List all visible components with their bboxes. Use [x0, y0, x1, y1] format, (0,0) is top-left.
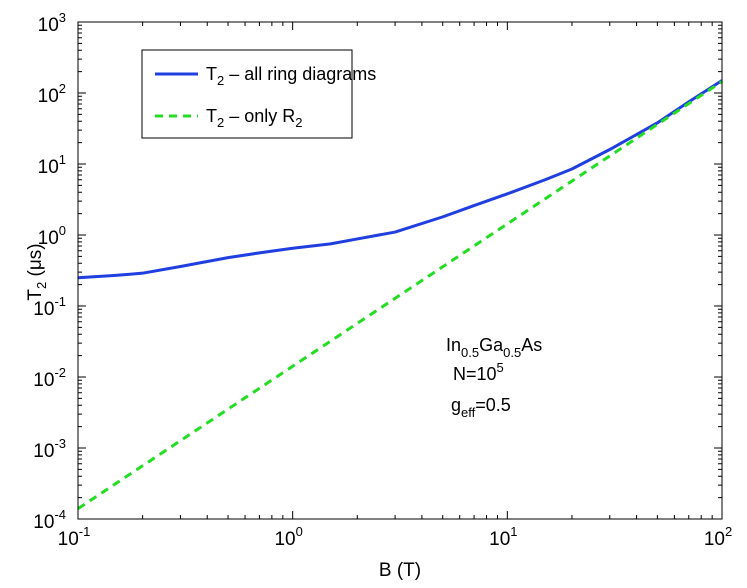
legend-label-all-ring-main: T [206, 64, 217, 84]
legend-label-all-ring: T2 – all ring diagrams [206, 64, 376, 88]
legend: T2 – all ring diagrams T2 – only R2 [141, 49, 376, 139]
y-tick-label: 10-4 [33, 507, 66, 533]
y-tick-label: 10-3 [33, 436, 66, 462]
annotation-material-part: In [446, 335, 461, 355]
annotation-g-factor-part: =0.5 [475, 395, 511, 415]
annotation-g-factor-part: eff [461, 405, 476, 420]
annotation-g-factor-part: g [451, 395, 461, 415]
x-tick-label-exp: 1 [510, 524, 517, 539]
x-tick-label: 10-1 [58, 524, 91, 550]
y-tick-label-exp: -1 [54, 294, 66, 309]
y-tick-label-exp: 1 [59, 152, 66, 167]
y-tick-label: 10-1 [33, 294, 66, 320]
legend-label-only-r2-main: T [206, 106, 217, 126]
y-tick-label-exp: 2 [59, 81, 66, 96]
y-axis-label: T2 (μs) [25, 243, 49, 300]
legend-label-only-r2: T2 – only R2 [206, 106, 303, 130]
x-tick-label-exp: -1 [79, 524, 91, 539]
series-line-only-r2 [77, 80, 723, 510]
x-tick-label-base: 10 [489, 529, 510, 550]
tick-marks [77, 21, 723, 520]
annotation-material-part: As [521, 335, 542, 355]
y-tick-label-exp: -4 [54, 507, 66, 522]
annotation-nuclei-count: N=105 [453, 360, 504, 384]
x-tick-label-base: 10 [274, 529, 295, 550]
tick-labels: 10-1 100 101 10210-410-310-210-110010110210… [33, 10, 732, 550]
series-layer [77, 79, 723, 510]
y-tick-label-base: 10 [33, 512, 54, 533]
x-axis-label: B (T) [379, 560, 421, 581]
y-axis-label-main: T [25, 289, 46, 301]
legend-label-only-r2-rest: – only R [224, 106, 295, 126]
x-tick-label-exp: 2 [725, 524, 732, 539]
annotation-material-part: Ga [479, 335, 504, 355]
y-axis-label-rest: (μs) [25, 243, 46, 281]
x-tick-label: 101 [489, 524, 517, 550]
y-tick-label-exp: 0 [59, 223, 66, 238]
legend-label-all-ring-sub: 2 [217, 73, 224, 88]
x-tick-label-base: 10 [58, 529, 79, 550]
annotation-nuclei-count-part: 5 [497, 360, 504, 375]
y-tick-label-base: 10 [33, 441, 54, 462]
y-tick-label-base: 10 [33, 299, 54, 320]
y-tick-label: 103 [38, 10, 66, 36]
y-tick-label: 102 [38, 81, 66, 107]
axes-frame [77, 21, 723, 520]
y-axis-label-sub: 2 [34, 282, 49, 289]
x-tick-label: 102 [704, 524, 732, 550]
x-tick-label-base: 10 [704, 529, 725, 550]
legend-box [141, 49, 353, 139]
x-tick-label-exp: 0 [296, 524, 303, 539]
annotation-material: In0.5Ga0.5As [446, 335, 542, 360]
y-tick-label: 100 [38, 223, 66, 249]
y-tick-label-exp: -2 [54, 365, 66, 380]
y-tick-label-base: 10 [38, 157, 59, 178]
y-tick-label-base: 10 [33, 370, 54, 391]
y-tick-label-exp: 3 [59, 10, 66, 25]
y-tick-label: 10-2 [33, 365, 66, 391]
annotation-material-part: 0.5 [461, 345, 479, 360]
legend-label-only-r2-sub: 2 [217, 115, 224, 130]
y-tick-label-base: 10 [38, 86, 59, 107]
annotation-g-factor: geff=0.5 [451, 395, 511, 420]
y-tick-label-exp: -3 [54, 436, 66, 451]
y-tick-label: 101 [38, 152, 66, 178]
y-tick-label-base: 10 [38, 228, 59, 249]
legend-label-only-r2-sub2: 2 [295, 115, 302, 130]
annotation-material-part: 0.5 [503, 345, 521, 360]
series-line-all-ring-diagrams [77, 79, 723, 280]
legend-label-all-ring-rest: – all ring diagrams [224, 64, 376, 84]
y-tick-label-base: 10 [38, 15, 59, 36]
annotation-nuclei-count-part: N=10 [453, 364, 497, 384]
x-tick-label: 100 [274, 524, 302, 550]
